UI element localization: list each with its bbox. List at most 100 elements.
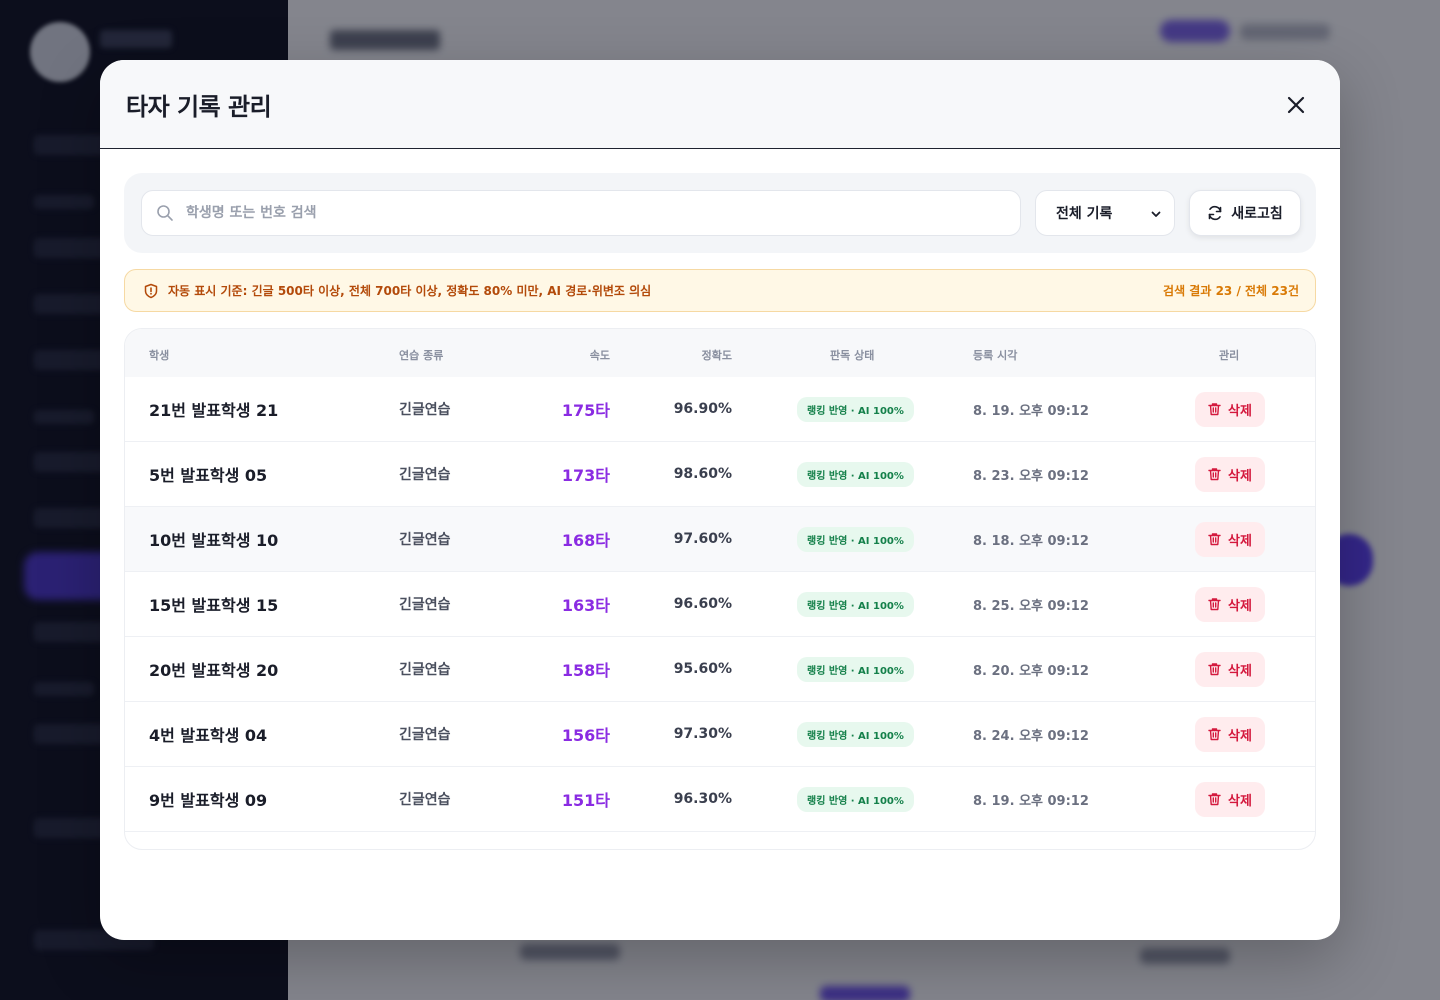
delete-button[interactable]: 삭제	[1195, 716, 1265, 752]
delete-button[interactable]: 삭제	[1195, 586, 1265, 622]
manage-cell: 삭제	[1195, 507, 1265, 571]
trash-icon	[1208, 663, 1221, 676]
status-cell: 랭킹 반영 · AI 100%	[797, 442, 914, 506]
registered-time: 8. 24. 오후 09:12	[973, 728, 1089, 744]
delete-label: 삭제	[1228, 598, 1252, 614]
delete-button[interactable]: 삭제	[1195, 521, 1265, 557]
background-block	[1140, 948, 1230, 964]
typing-speed: 168타	[561, 531, 610, 550]
search-input[interactable]	[186, 205, 986, 221]
background-nav-section	[34, 410, 94, 424]
registered-time: 8. 19. 오후 09:12	[973, 793, 1089, 809]
refresh-icon	[1208, 205, 1222, 221]
delete-label: 삭제	[1228, 468, 1252, 484]
background-block	[520, 944, 620, 960]
registered-time: 8. 20. 오후 09:12	[973, 663, 1089, 679]
typing-speed: 151타	[561, 791, 610, 810]
background-title	[330, 30, 440, 50]
student-name: 20번 발표학생 20	[149, 661, 279, 680]
refresh-button[interactable]: 새로고침	[1189, 190, 1301, 236]
delete-label: 삭제	[1228, 728, 1252, 744]
manage-cell: 삭제	[1195, 637, 1265, 701]
accuracy: 98.60%	[673, 466, 732, 482]
delete-button[interactable]: 삭제	[1195, 391, 1265, 427]
student-name: 21번 발표학생 21	[149, 401, 279, 420]
practice-type: 긴글연습	[399, 792, 451, 808]
background-brand	[100, 30, 172, 48]
status-badge: 랭킹 반영 · AI 100%	[797, 656, 914, 682]
table-row: 20번 발표학생 20 긴글연습 158타 95.60% 랭킹 반영 · AI …	[125, 637, 1315, 702]
delete-label: 삭제	[1228, 533, 1252, 549]
chevron-down-icon	[1151, 211, 1161, 217]
manage-cell: 삭제	[1195, 442, 1265, 506]
trash-icon	[1208, 598, 1221, 611]
header-accuracy: 정확도	[701, 349, 732, 362]
header-student: 학생	[149, 349, 170, 362]
background-nav-section	[34, 682, 94, 696]
accuracy: 96.90%	[673, 401, 732, 417]
student-name: 9번 발표학생 09	[149, 791, 268, 810]
manage-cell: 삭제	[1195, 767, 1265, 831]
registered-time: 8. 18. 오후 09:12	[973, 533, 1089, 549]
delete-button[interactable]: 삭제	[1195, 651, 1265, 687]
shield-alert-icon	[144, 283, 158, 298]
header-status: 판독 상태	[830, 349, 875, 362]
filter-selected-label: 전체 기록	[1056, 206, 1113, 222]
registered-time: 8. 25. 오후 09:12	[973, 598, 1089, 614]
delete-label: 삭제	[1228, 793, 1252, 809]
status-cell: 랭킹 반영 · AI 100%	[797, 572, 914, 636]
practice-type: 긴글연습	[399, 727, 451, 743]
manage-cell: 삭제	[1195, 377, 1265, 441]
table-header: 학생 연습 종류 속도 정확도 판독 상태 등록 시각 관리	[125, 329, 1315, 377]
status-badge: 랭킹 반영 · AI 100%	[797, 721, 914, 747]
typing-records-modal: 타자 기록 관리 전체 기록 새로고침	[100, 60, 1340, 940]
status-cell: 랭킹 반영 · AI 100%	[797, 377, 914, 441]
close-icon	[1287, 96, 1305, 114]
trash-icon	[1208, 793, 1221, 806]
background-chip	[1160, 20, 1230, 42]
table-row: 21번 발표학생 21 긴글연습 175타 96.90% 랭킹 반영 · AI …	[125, 377, 1315, 442]
practice-type: 긴글연습	[399, 532, 451, 548]
accuracy: 95.60%	[673, 661, 732, 677]
practice-type: 긴글연습	[399, 402, 451, 418]
close-button[interactable]	[1284, 93, 1308, 117]
record-filter-select[interactable]: 전체 기록	[1035, 190, 1175, 236]
typing-speed: 156타	[561, 726, 610, 745]
table-body: 21번 발표학생 21 긴글연습 175타 96.90% 랭킹 반영 · AI …	[125, 377, 1315, 832]
practice-type: 긴글연습	[399, 467, 451, 483]
trash-icon	[1208, 533, 1221, 546]
search-box[interactable]	[141, 190, 1021, 236]
background-nav-section	[34, 195, 94, 209]
refresh-label: 새로고침	[1231, 206, 1283, 222]
status-badge: 랭킹 반영 · AI 100%	[797, 396, 914, 422]
table-row: 4번 발표학생 04 긴글연습 156타 97.30% 랭킹 반영 · AI 1…	[125, 702, 1315, 767]
header-type: 연습 종류	[399, 349, 444, 362]
delete-button[interactable]: 삭제	[1195, 456, 1265, 492]
modal-header: 타자 기록 관리	[100, 60, 1340, 149]
search-icon	[157, 205, 173, 221]
typing-speed: 175타	[561, 401, 610, 420]
table-row: 10번 발표학생 10 긴글연습 168타 97.60% 랭킹 반영 · AI …	[125, 507, 1315, 572]
accuracy: 97.60%	[673, 531, 732, 547]
status-cell: 랭킹 반영 · AI 100%	[797, 767, 914, 831]
student-name: 15번 발표학생 15	[149, 596, 279, 615]
background-block	[820, 986, 910, 1000]
result-count: 검색 결과 23 / 전체 23건	[1163, 284, 1299, 298]
criteria-notice: 자동 표시 기준: 긴글 500타 이상, 전체 700타 이상, 정확도 80…	[124, 269, 1316, 312]
status-cell: 랭킹 반영 · AI 100%	[797, 702, 914, 766]
practice-type: 긴글연습	[399, 662, 451, 678]
accuracy: 97.30%	[673, 726, 732, 742]
status-cell: 랭킹 반영 · AI 100%	[797, 507, 914, 571]
trash-icon	[1208, 728, 1221, 741]
registered-time: 8. 19. 오후 09:12	[973, 403, 1089, 419]
manage-cell: 삭제	[1195, 572, 1265, 636]
toolbar: 전체 기록 새로고침	[124, 173, 1316, 253]
status-badge: 랭킹 반영 · AI 100%	[797, 591, 914, 617]
notice-text: 자동 표시 기준: 긴글 500타 이상, 전체 700타 이상, 정확도 80…	[168, 284, 652, 298]
delete-button[interactable]: 삭제	[1195, 781, 1265, 817]
modal-title: 타자 기록 관리	[126, 92, 272, 121]
table-row: 9번 발표학생 09 긴글연습 151타 96.30% 랭킹 반영 · AI 1…	[125, 767, 1315, 832]
student-name: 10번 발표학생 10	[149, 531, 279, 550]
header-speed: 속도	[589, 349, 610, 362]
student-name: 4번 발표학생 04	[149, 726, 268, 745]
